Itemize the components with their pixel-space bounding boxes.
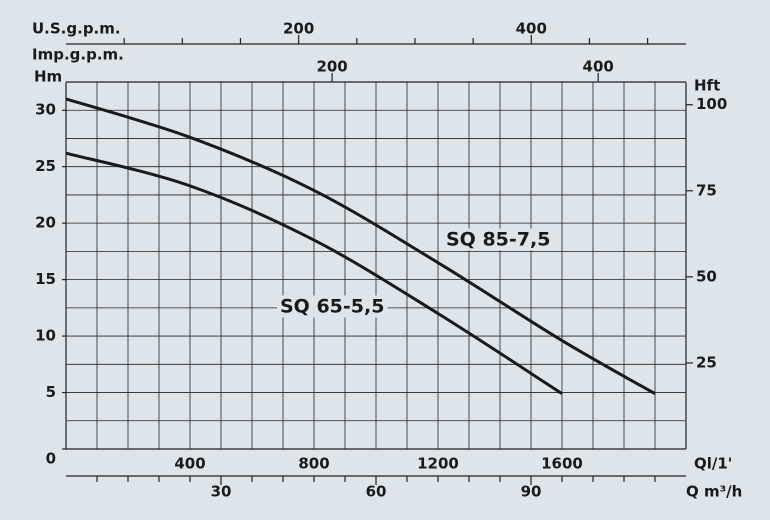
x-extra-tick-label: 90 bbox=[521, 483, 542, 501]
y-axis-label: Hm bbox=[34, 68, 62, 86]
y-tick-label: 30 bbox=[35, 101, 56, 119]
axis-label: Imp.g.p.m. bbox=[32, 46, 124, 64]
x-tick-label: 400 bbox=[174, 455, 205, 473]
series-label-bg bbox=[443, 228, 554, 251]
x-extra-tick-label: 400 bbox=[583, 58, 614, 76]
x-extra-tick-label: 30 bbox=[211, 483, 232, 501]
series-label: SQ 65-5,5 bbox=[280, 296, 384, 318]
y2-tick-label: 25 bbox=[696, 353, 717, 371]
x-tick-label: 800 bbox=[298, 455, 329, 473]
curve bbox=[65, 151, 563, 395]
series-label: SQ 85-7,5 bbox=[446, 229, 550, 251]
x-tick-label: 1200 bbox=[417, 455, 459, 473]
axis-label: Q m³/h bbox=[686, 483, 742, 501]
y-tick-label: 5 bbox=[46, 383, 56, 401]
y2-tick-label: 50 bbox=[696, 267, 717, 285]
y-tick-label: 0 bbox=[46, 450, 56, 468]
x-extra-tick-label: 400 bbox=[516, 20, 547, 38]
x-extra-tick-label: 200 bbox=[316, 58, 347, 76]
x-extra-tick-label: 60 bbox=[366, 483, 387, 501]
y-tick-label: 25 bbox=[35, 157, 56, 175]
y2-axis-label: Hft bbox=[694, 77, 720, 95]
x-tick-label: 1600 bbox=[541, 455, 583, 473]
y-tick-label: 15 bbox=[35, 270, 56, 288]
y-tick-label: 20 bbox=[35, 214, 56, 232]
axis-label: U.S.g.p.m. bbox=[32, 20, 121, 38]
x-extra-tick-label: 200 bbox=[283, 20, 314, 38]
curve bbox=[65, 97, 656, 395]
y2-tick-label: 75 bbox=[696, 181, 717, 199]
x-axis-label: Ql/1' bbox=[694, 455, 732, 473]
y-tick-label: 10 bbox=[35, 327, 56, 345]
y2-tick-label: 100 bbox=[696, 95, 727, 113]
series-label-bg bbox=[277, 295, 388, 318]
